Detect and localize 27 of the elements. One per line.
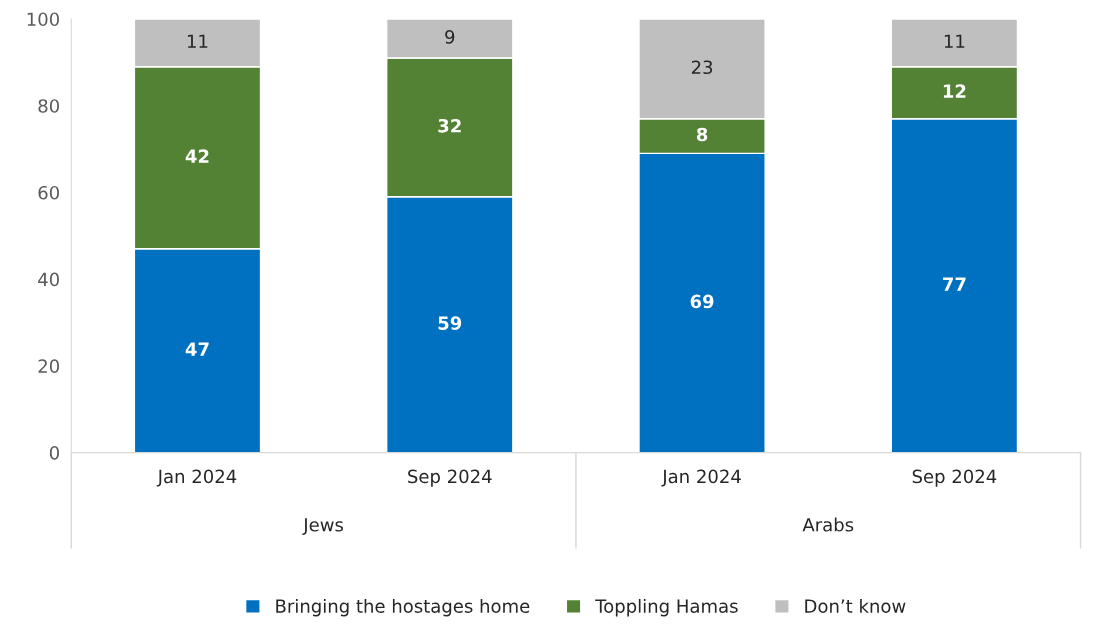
legend-label: Toppling Hamas [595,598,738,617]
x-tick-label: Jan 2024 [156,469,237,487]
x-tick-label: Sep 2024 [912,469,997,487]
data-label: 9 [445,30,455,44]
data-label: 23 [691,60,713,75]
data-label: 77 [943,277,966,291]
data-label: 42 [185,149,209,163]
data-label: 11 [944,34,965,48]
text: Jews [302,518,344,535]
text: Arabs [802,517,854,532]
data-label: 8 [696,127,708,142]
data-label: 11 [187,34,208,48]
y-tick-label: 20 [38,359,59,373]
x-tick-label: Sep 2024 [408,469,492,487]
x-tick-label: Jan 2024 [661,469,741,487]
y-tick-label: 0 [49,446,59,460]
data-label: 12 [943,84,966,98]
legend-label: Bringing the hostages home [276,598,530,617]
y-tick-label: 60 [38,185,59,200]
data-label: 69 [690,294,714,309]
y-tick-label: 80 [38,99,59,113]
y-tick-label: 40 [38,272,59,287]
y-tick-label: 100 [27,12,59,27]
data-label: 32 [438,118,461,133]
data-label: 47 [185,342,209,356]
data-label: 59 [438,316,462,330]
legend-label: Don’t know [805,598,906,613]
